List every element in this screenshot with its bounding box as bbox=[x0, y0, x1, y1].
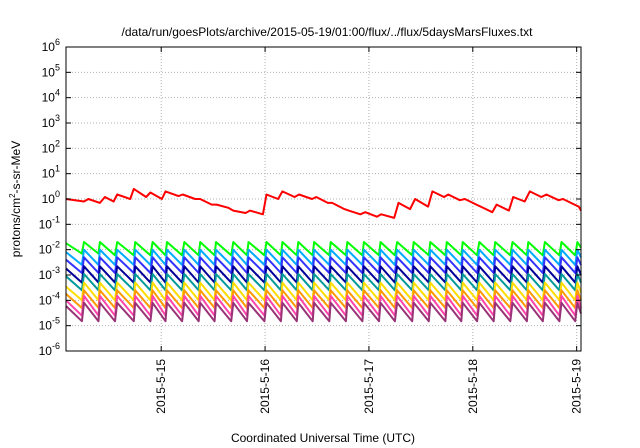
series-layer bbox=[65, 187, 582, 323]
y-tick-label: 10-4 bbox=[39, 290, 60, 307]
y-tick-label-exp: 6 bbox=[55, 37, 60, 47]
plot-area: 10610510410310210110010-110-210-310-410-… bbox=[39, 37, 584, 414]
y-tick-label-base: 10 bbox=[42, 141, 56, 155]
series-line-4 bbox=[65, 256, 582, 274]
x-tick-label: 2015-5-15 bbox=[154, 359, 168, 414]
x-axis: 2015-5-15 2015-5-16 2015-5-17 2015-5-18 2015… bbox=[154, 47, 584, 414]
y-tick-label: 106 bbox=[42, 37, 60, 54]
y-tick-label: 10-1 bbox=[39, 214, 60, 231]
y-tick-label: 100 bbox=[42, 189, 60, 206]
y-tick-label-base: 10 bbox=[42, 116, 56, 130]
y-tick-label-base: 10 bbox=[39, 217, 53, 231]
y-tick-label-exp: 1 bbox=[55, 164, 60, 174]
y-tick-label: 104 bbox=[42, 88, 60, 105]
y-tick-label-exp: -5 bbox=[52, 316, 60, 326]
y-tick-label: 105 bbox=[42, 62, 60, 79]
series-line-3 bbox=[65, 248, 582, 266]
y-tick-label-exp: -1 bbox=[52, 214, 60, 224]
x-axis-label: Coordinated Universal Time (UTC) bbox=[231, 431, 415, 445]
x-tick-label: 2015-5-17 bbox=[362, 359, 376, 414]
y-tick-label: 101 bbox=[42, 164, 60, 181]
y-tick-label-base: 10 bbox=[42, 65, 56, 79]
y-tick-label: 102 bbox=[42, 138, 60, 155]
x-tick-label: 2015-5-16 bbox=[258, 359, 272, 414]
y-tick-label-base: 10 bbox=[39, 293, 53, 307]
y-tick-label-base: 10 bbox=[42, 40, 56, 54]
y-axis: 10610510410310210110010-110-210-310-410-… bbox=[39, 37, 581, 358]
y-tick-label-exp: 4 bbox=[55, 88, 60, 98]
x-tick-label: 2015-5-18 bbox=[466, 359, 480, 414]
y-axis-label-base: protons/cm bbox=[9, 198, 23, 257]
y-axis-label-sup: 2 bbox=[8, 193, 17, 198]
y-tick-label-base: 10 bbox=[39, 243, 53, 257]
y-tick-label-exp: 5 bbox=[55, 62, 60, 72]
y-tick-label-base: 10 bbox=[39, 268, 53, 282]
y-tick-label-base: 10 bbox=[42, 167, 56, 181]
y-tick-label-exp: -3 bbox=[52, 265, 60, 275]
y-tick-label-exp: -6 bbox=[52, 341, 60, 351]
y-tick-label-exp: 3 bbox=[55, 113, 60, 123]
series-line-1 bbox=[65, 187, 582, 219]
x-tick-label: 2015-5-19 bbox=[570, 359, 584, 414]
y-tick-label-exp: -4 bbox=[52, 290, 60, 300]
y-tick-label-base: 10 bbox=[39, 319, 53, 333]
y-tick-label: 10-3 bbox=[39, 265, 60, 282]
chart-title: /data/run/goesPlots/archive/2015-05-19/0… bbox=[122, 25, 534, 39]
y-tick-label-exp: 2 bbox=[55, 138, 60, 148]
y-tick-label-exp: -2 bbox=[52, 240, 60, 250]
series-line-5 bbox=[65, 265, 582, 284]
y-tick-label-base: 10 bbox=[42, 192, 56, 206]
y-axis-label: protons/cm2-s-sr-MeV bbox=[8, 141, 23, 257]
series-line-2 bbox=[65, 241, 582, 257]
y-tick-label: 10-2 bbox=[39, 240, 60, 257]
y-tick-label-exp: 0 bbox=[55, 189, 60, 199]
y-tick-label: 103 bbox=[42, 113, 60, 130]
series-line-10 bbox=[65, 301, 582, 323]
y-axis-label-tail: -s-sr-MeV bbox=[9, 141, 23, 194]
y-tick-label: 10-6 bbox=[39, 341, 60, 358]
y-tick-label: 10-5 bbox=[39, 316, 60, 333]
y-tick-label-base: 10 bbox=[39, 344, 53, 358]
y-tick-label-base: 10 bbox=[42, 91, 56, 105]
